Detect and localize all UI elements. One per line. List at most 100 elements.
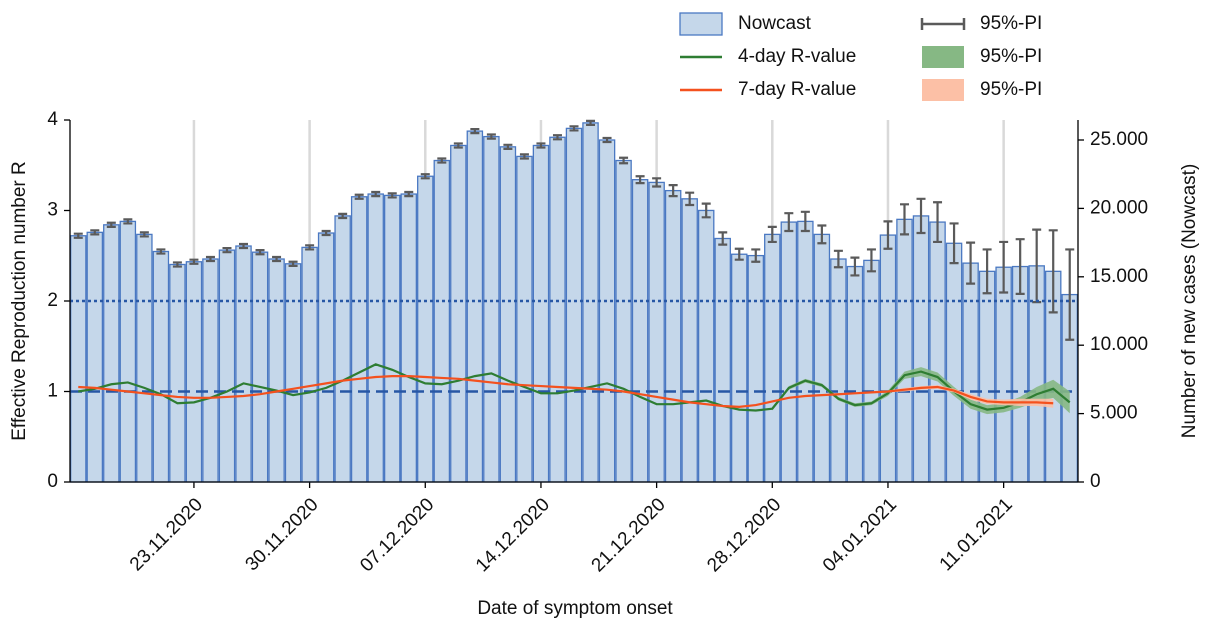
error-bar-line <box>883 220 893 250</box>
error-bar-line <box>371 190 381 198</box>
bar <box>764 233 781 483</box>
error-bar <box>123 218 133 225</box>
x-tick-label: 28.12.2020 <box>703 494 785 576</box>
error-bar <box>1048 229 1058 314</box>
error-bar <box>999 240 1009 294</box>
error-bar-line <box>1015 238 1025 295</box>
error-bar <box>371 190 381 198</box>
y-tick-label: 0 <box>47 471 58 492</box>
error-bar <box>420 173 430 180</box>
error-bar <box>486 133 496 140</box>
error-bar-line <box>354 193 364 200</box>
plot-area <box>70 119 1078 483</box>
x-tick-label: 30.11.2020 <box>242 494 323 575</box>
error-bar-line <box>1065 248 1075 341</box>
error-bar <box>916 197 926 235</box>
error-bar-line <box>569 125 579 132</box>
error-bar-line <box>437 157 447 164</box>
error-bar <box>899 203 909 236</box>
error-bar-line <box>916 197 926 235</box>
legend-label: 7-day R-value <box>738 79 856 100</box>
error-bar <box>503 143 513 150</box>
bar <box>301 246 318 483</box>
error-bar <box>784 212 794 233</box>
bar <box>218 249 236 483</box>
y-tick-label: 2 <box>47 290 58 311</box>
bar <box>400 193 418 483</box>
error-bar-line <box>685 191 695 207</box>
error-bar-line <box>635 175 645 185</box>
error-bar-line <box>387 192 397 199</box>
legend-label: 95%-PI <box>980 13 1042 34</box>
error-bar-line <box>999 240 1009 294</box>
error-bar-line <box>519 153 529 160</box>
error-bar <box>404 190 414 198</box>
bar <box>714 237 731 483</box>
error-bar <box>586 119 596 127</box>
bar <box>483 135 500 483</box>
error-bar <box>718 231 728 246</box>
bar <box>912 215 930 483</box>
error-bar <box>552 134 562 141</box>
error-bar <box>850 256 860 277</box>
bar <box>235 245 252 483</box>
y-tick-label: 4 <box>47 109 58 130</box>
bar <box>152 250 170 483</box>
bar <box>631 179 649 483</box>
error-bar <box>338 212 348 220</box>
line <box>78 375 1054 408</box>
error-bar <box>982 248 992 295</box>
error-bar-line <box>123 218 133 225</box>
bar <box>846 265 864 483</box>
legend-label: 95%-PI <box>980 46 1042 67</box>
error-bar-line <box>751 248 761 263</box>
error-bar <box>1065 248 1075 341</box>
error-bar-line <box>156 248 166 255</box>
error-bar-line <box>817 224 827 245</box>
error-bar <box>139 231 149 238</box>
bar <box>1011 265 1029 483</box>
error-bar <box>288 260 298 267</box>
x-tick-label: 04.01.2021 <box>819 494 901 576</box>
legend-label: Nowcast <box>738 13 812 34</box>
error-bar-line <box>73 232 83 239</box>
bar <box>450 144 467 483</box>
bar <box>598 139 616 483</box>
error-bar-line <box>404 190 414 198</box>
error-bar <box>156 248 166 255</box>
error-bar-line <box>619 156 629 165</box>
error-bar <box>73 232 83 239</box>
bar <box>119 220 137 483</box>
error-bar-line <box>139 231 149 238</box>
error-bar <box>966 241 976 285</box>
error-bar-line <box>586 119 596 127</box>
error-bar <box>239 242 249 250</box>
error-bar <box>321 229 331 237</box>
error-bar-line <box>453 142 463 149</box>
error-bar <box>387 192 397 199</box>
error-bar-line <box>552 134 562 141</box>
error-bar-line <box>321 229 331 237</box>
error-bar <box>106 221 116 228</box>
error-bar <box>272 255 282 263</box>
error-bar <box>652 177 662 188</box>
legend-swatch <box>922 46 964 68</box>
error-bar-line <box>784 212 794 233</box>
error-bar-line <box>933 201 943 244</box>
error-bar-line <box>899 203 909 236</box>
error-bar <box>701 202 711 219</box>
bar <box>896 218 913 483</box>
error-bar-line <box>652 177 662 188</box>
error-bar <box>222 246 232 254</box>
bar <box>466 130 484 483</box>
bar <box>169 263 186 483</box>
error-bar-line <box>470 127 480 135</box>
x-axis-title: Date of symptom onset <box>477 598 673 619</box>
error-bar <box>767 225 777 244</box>
bar <box>648 181 665 483</box>
bar <box>70 235 87 483</box>
bar <box>995 266 1012 483</box>
error-bar-line <box>718 231 728 246</box>
bar <box>532 144 550 483</box>
error-bar <box>172 261 182 268</box>
